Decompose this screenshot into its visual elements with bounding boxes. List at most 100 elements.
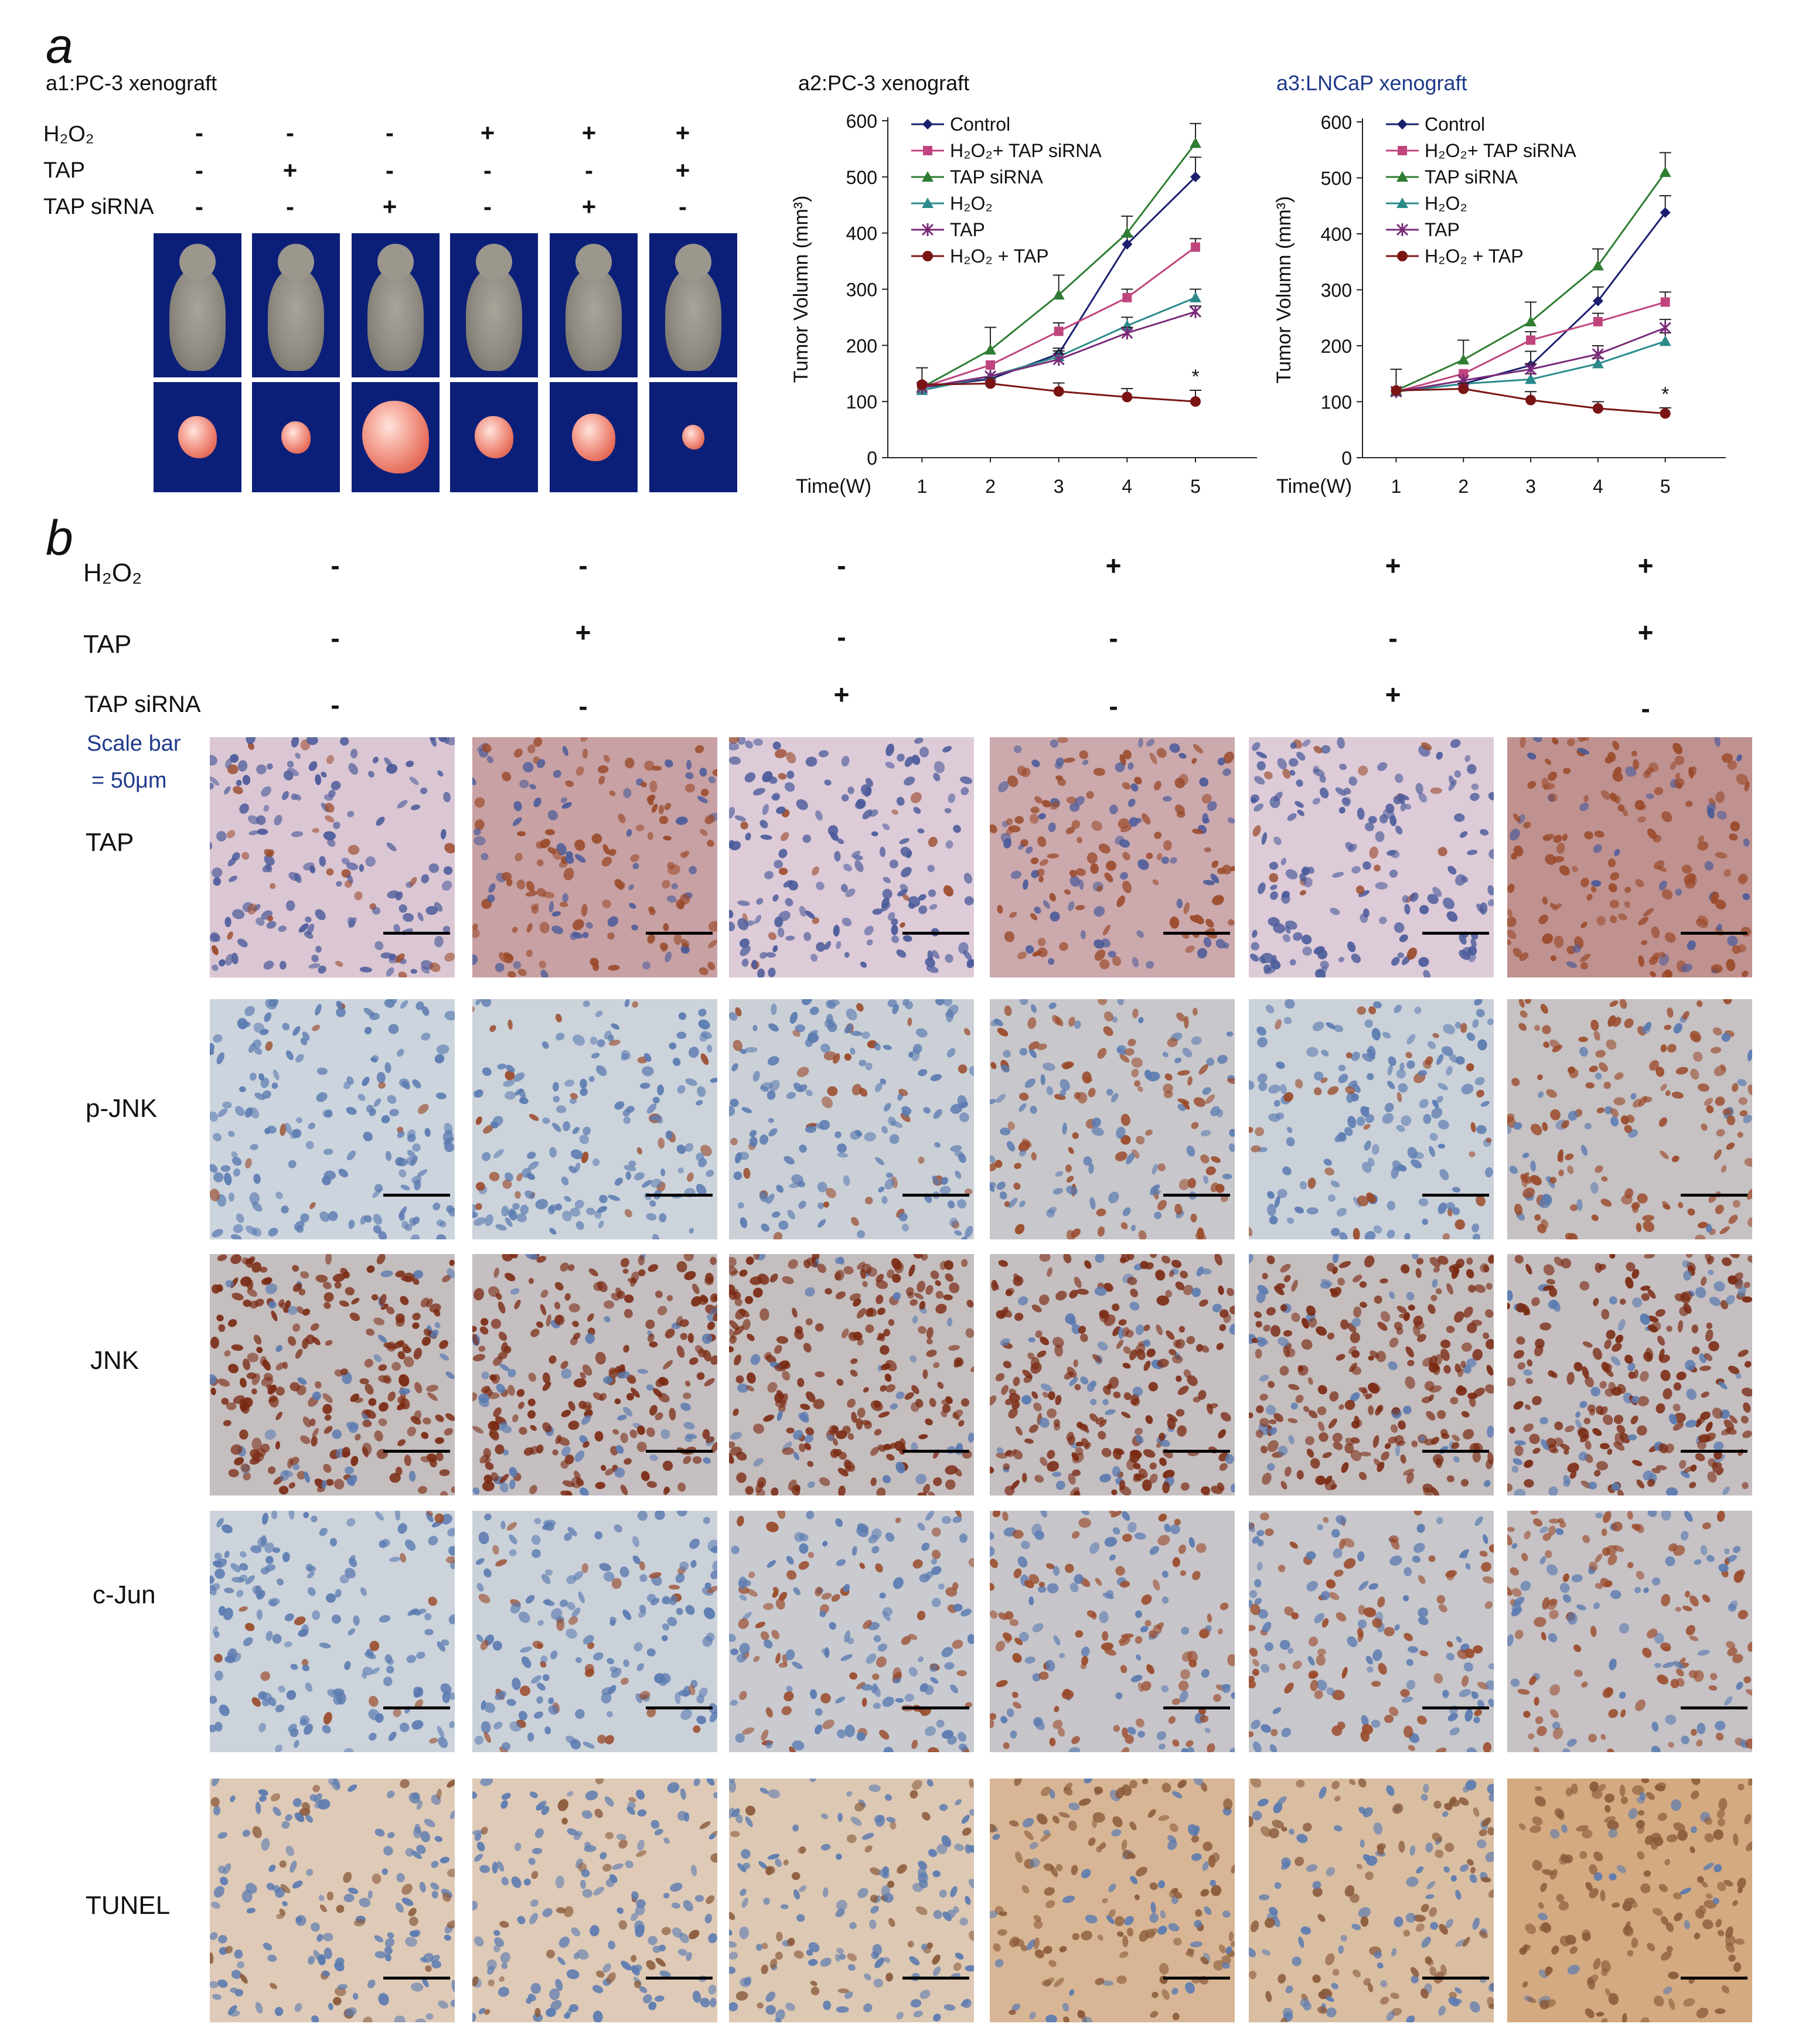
cell-nucleus [267,763,274,770]
cell-nucleus [1037,938,1046,947]
cell-nucleus [1249,1411,1254,1419]
cell-nucleus [472,928,480,938]
scale-bar [1163,1706,1230,1709]
cell-nucleus [539,1303,548,1316]
cell-nucleus [1316,1383,1329,1396]
cell-nucleus [519,1646,533,1654]
cell-nucleus [1148,1544,1161,1556]
cell-nucleus [229,1254,243,1266]
cell-nucleus [1469,792,1480,802]
cell-nucleus [729,1430,742,1441]
cell-nucleus [1218,1323,1227,1332]
cell-nucleus [1706,1323,1712,1330]
cell-nucleus [911,1739,919,1749]
cell-nucleus [1408,1646,1419,1653]
cell-nucleus [1704,1328,1714,1342]
cell-nucleus [1682,1604,1693,1612]
cell-nucleus [676,1260,689,1273]
cell-nucleus [1081,759,1089,766]
cell-nucleus [346,1627,356,1637]
ihc-image-tap-5 [1249,737,1494,977]
cell-nucleus [1742,1401,1752,1413]
cell-nucleus [396,1521,408,1535]
cell-nucleus [472,1353,486,1362]
cell-nucleus [1637,915,1650,927]
cell-nucleus [1664,1024,1672,1031]
cell-nucleus [1185,1335,1196,1346]
cell-nucleus [742,770,757,784]
cell-nucleus [563,1195,572,1203]
a3-legend-label: Control [1425,114,1485,135]
a1-sirna-sign-2: - [272,195,308,219]
cell-nucleus [874,1156,885,1166]
cell-nucleus [766,1054,781,1067]
cell-nucleus [1485,1338,1494,1350]
cell-nucleus [1375,882,1388,890]
cell-nucleus [818,1691,833,1705]
cell-nucleus [530,1534,542,1546]
cell-nucleus [1394,825,1404,836]
cell-nucleus [1735,754,1743,762]
cell-nucleus [359,1586,369,1597]
cell-nucleus [1038,858,1050,867]
cell-nucleus [1255,1349,1262,1359]
cell-nucleus [1741,1481,1749,1490]
cell-nucleus [929,1676,939,1685]
cell-nucleus [227,1318,238,1328]
cell-nucleus [495,1223,507,1232]
cell-nucleus [895,796,905,806]
cell-nucleus [1134,1532,1146,1540]
cell-nucleus [805,756,818,768]
cell-nucleus [492,1147,506,1160]
cell-nucleus [1058,1077,1072,1092]
cell-nucleus [574,1219,585,1231]
a2-y-tick-label: 100 [846,391,877,413]
cell-nucleus [738,1593,748,1602]
cell-nucleus [322,1290,335,1304]
cell-nucleus [1316,1654,1326,1665]
cell-nucleus [676,1084,687,1095]
cell-nucleus [751,1286,765,1300]
cell-nucleus [264,1428,277,1441]
cell-nucleus [730,1699,738,1706]
cell-nucleus [359,966,372,973]
ihc-image-cjun-5 [1249,1511,1494,1752]
cell-nucleus [1279,1640,1290,1650]
cell-nucleus [1042,899,1051,909]
cell-nucleus [400,1184,411,1191]
scale-bar [902,1194,969,1197]
cell-nucleus [1685,939,1698,952]
cell-nucleus [1176,1384,1190,1396]
cell-nucleus [1409,1157,1423,1170]
cell-nucleus [1435,1287,1443,1296]
cell-nucleus [408,1232,421,1239]
a1-h2o2-sign-6: + [665,121,700,145]
cell-nucleus [1063,888,1071,896]
b-sirna-sign-1: - [312,691,359,718]
cell-nucleus [529,1278,534,1285]
cell-nucleus [1037,1293,1051,1307]
cell-nucleus [1198,1298,1210,1308]
cell-nucleus [598,1194,609,1204]
cell-nucleus [1599,1197,1613,1208]
cell-nucleus [1411,1440,1418,1448]
cell-nucleus [594,1351,607,1365]
cell-nucleus [877,1728,891,1742]
cell-nucleus [1205,1742,1217,1752]
cell-nucleus [1320,744,1331,754]
cell-nucleus [1546,1279,1556,1285]
cell-nucleus [619,1676,630,1686]
cell-nucleus [490,1319,501,1329]
cell-nucleus [1047,853,1059,859]
cell-nucleus [1149,1254,1157,1259]
cell-nucleus [304,916,312,924]
cell-nucleus [1361,860,1373,872]
scale-bar [383,1450,450,1453]
cell-nucleus [1377,1661,1389,1676]
cell-nucleus [1741,1429,1752,1440]
cell-nucleus [553,1280,566,1292]
cell-nucleus [270,1310,278,1322]
cell-nucleus [267,1226,280,1238]
cell-nucleus [907,1017,912,1026]
cell-nucleus [210,963,219,972]
